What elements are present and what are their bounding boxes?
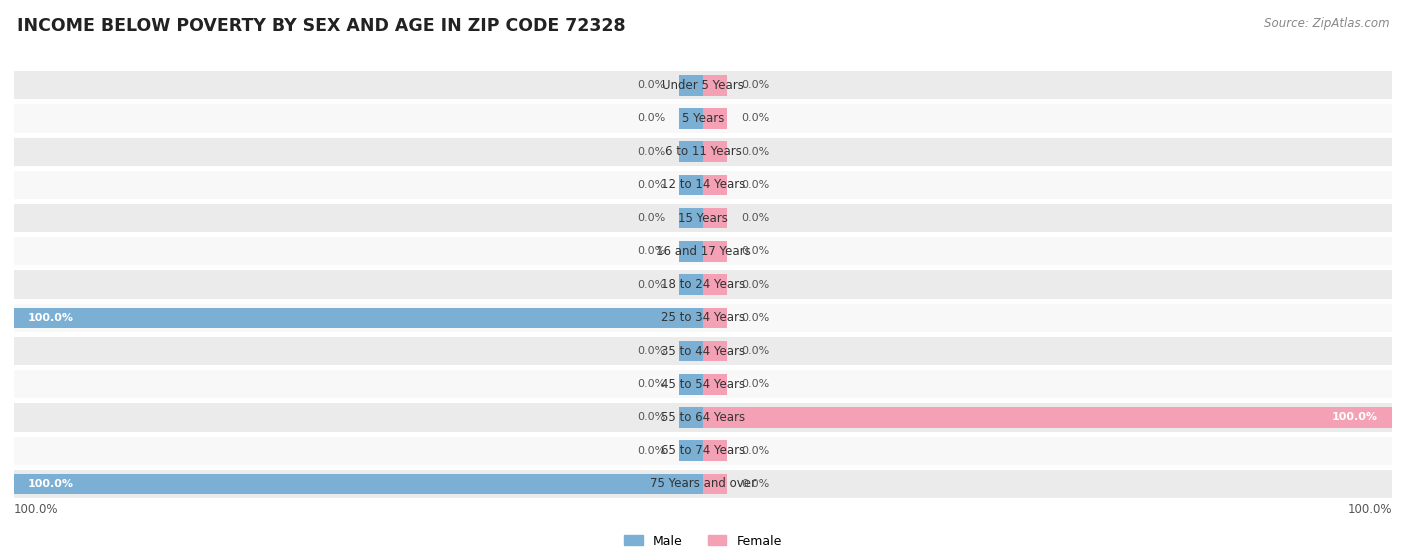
Text: 0.0%: 0.0% <box>741 113 769 123</box>
Bar <box>703 474 727 494</box>
Text: 16 and 17 Years: 16 and 17 Years <box>655 245 751 258</box>
Text: 0.0%: 0.0% <box>741 180 769 190</box>
Text: 18 to 24 Years: 18 to 24 Years <box>661 278 745 291</box>
Bar <box>703 208 727 228</box>
Text: 15 Years: 15 Years <box>678 211 728 225</box>
Text: 0.0%: 0.0% <box>741 80 769 90</box>
Text: 12 to 14 Years: 12 to 14 Years <box>661 179 745 191</box>
Text: 0.0%: 0.0% <box>637 379 665 389</box>
Bar <box>703 275 727 295</box>
Text: 45 to 54 Years: 45 to 54 Years <box>661 378 745 391</box>
Bar <box>14 104 1392 133</box>
Bar <box>703 440 727 461</box>
Text: Under 5 Years: Under 5 Years <box>662 79 744 92</box>
Text: 0.0%: 0.0% <box>741 479 769 489</box>
Bar <box>679 75 703 95</box>
Bar <box>14 403 1392 431</box>
Bar <box>679 407 703 428</box>
Bar <box>14 307 703 328</box>
Bar <box>14 474 703 494</box>
Bar <box>703 75 727 95</box>
Bar <box>14 304 1392 332</box>
Text: 65 to 74 Years: 65 to 74 Years <box>661 444 745 457</box>
Text: 0.0%: 0.0% <box>741 147 769 157</box>
Bar <box>14 470 1392 498</box>
Bar <box>14 337 1392 365</box>
Text: 25 to 34 Years: 25 to 34 Years <box>661 311 745 324</box>
Bar <box>703 141 727 162</box>
Text: 0.0%: 0.0% <box>741 446 769 456</box>
Bar <box>679 440 703 461</box>
Text: 0.0%: 0.0% <box>741 213 769 223</box>
Text: INCOME BELOW POVERTY BY SEX AND AGE IN ZIP CODE 72328: INCOME BELOW POVERTY BY SEX AND AGE IN Z… <box>17 17 626 35</box>
Bar <box>679 175 703 195</box>
Bar <box>679 141 703 162</box>
Legend: Male, Female: Male, Female <box>619 530 787 552</box>
Text: 0.0%: 0.0% <box>637 80 665 90</box>
Bar <box>703 407 1392 428</box>
Text: 0.0%: 0.0% <box>637 280 665 290</box>
Text: 55 to 64 Years: 55 to 64 Years <box>661 411 745 424</box>
Bar <box>14 370 1392 398</box>
Text: 100.0%: 100.0% <box>14 503 59 516</box>
Bar <box>14 138 1392 166</box>
Text: 0.0%: 0.0% <box>637 246 665 256</box>
Bar <box>14 436 1392 465</box>
Bar <box>679 208 703 228</box>
Bar <box>703 241 727 262</box>
Bar <box>14 204 1392 232</box>
Bar <box>679 241 703 262</box>
Text: 0.0%: 0.0% <box>637 147 665 157</box>
Text: 0.0%: 0.0% <box>637 412 665 422</box>
Bar <box>703 307 727 328</box>
Text: 0.0%: 0.0% <box>637 180 665 190</box>
Text: 0.0%: 0.0% <box>741 246 769 256</box>
Text: 0.0%: 0.0% <box>637 213 665 223</box>
Text: Source: ZipAtlas.com: Source: ZipAtlas.com <box>1264 17 1389 30</box>
Text: 100.0%: 100.0% <box>28 313 75 323</box>
Text: 75 Years and over: 75 Years and over <box>650 478 756 490</box>
Text: 0.0%: 0.0% <box>637 346 665 356</box>
Text: 5 Years: 5 Years <box>682 112 724 125</box>
Bar <box>679 108 703 129</box>
Bar <box>679 374 703 395</box>
Bar <box>703 175 727 195</box>
Text: 35 to 44 Years: 35 to 44 Years <box>661 344 745 358</box>
Text: 0.0%: 0.0% <box>741 280 769 290</box>
Bar <box>14 271 1392 299</box>
Bar <box>703 108 727 129</box>
Bar <box>703 374 727 395</box>
Text: 100.0%: 100.0% <box>1347 503 1392 516</box>
Text: 0.0%: 0.0% <box>741 379 769 389</box>
Bar <box>14 237 1392 266</box>
Bar <box>679 275 703 295</box>
Text: 0.0%: 0.0% <box>741 346 769 356</box>
Bar <box>14 171 1392 199</box>
Bar <box>679 341 703 362</box>
Text: 0.0%: 0.0% <box>637 446 665 456</box>
Text: 0.0%: 0.0% <box>741 313 769 323</box>
Bar <box>14 71 1392 99</box>
Text: 100.0%: 100.0% <box>28 479 75 489</box>
Text: 6 to 11 Years: 6 to 11 Years <box>665 145 741 158</box>
Bar <box>703 341 727 362</box>
Text: 0.0%: 0.0% <box>637 113 665 123</box>
Text: 100.0%: 100.0% <box>1331 412 1378 422</box>
